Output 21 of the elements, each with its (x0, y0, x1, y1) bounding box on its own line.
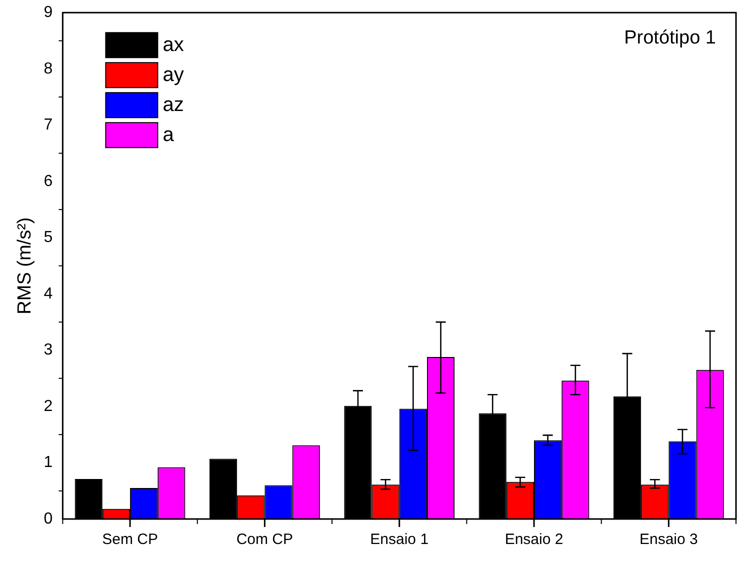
y-tick-label: 8 (44, 60, 53, 78)
y-tick-label: 0 (44, 510, 53, 528)
legend-label: ay (162, 64, 184, 86)
legend-label: ax (162, 34, 184, 56)
x-tick-label: Com CP (236, 531, 294, 548)
y-tick-label: 5 (44, 229, 53, 246)
y-tick-label: 9 (44, 4, 53, 22)
y-tick-label: 2 (44, 398, 53, 415)
x-tick-label: Ensaio 2 (504, 531, 564, 548)
y-axis-title: RMS (m/s²) (14, 217, 36, 314)
y-tick-label: 4 (44, 285, 53, 302)
y-tick-label: 3 (44, 342, 53, 359)
y-tick-label: 7 (44, 116, 53, 134)
legend-label: a (162, 124, 175, 146)
y-tick-label: 1 (44, 454, 53, 472)
legend-label: az (162, 94, 184, 116)
annotation: Protótipo 1 (624, 27, 716, 48)
x-tick-label: Sem CP (102, 531, 158, 548)
x-tick-label: Ensaio 1 (370, 531, 429, 548)
x-tick-label: Ensaio 3 (639, 531, 698, 548)
y-tick-label: 6 (44, 172, 53, 190)
